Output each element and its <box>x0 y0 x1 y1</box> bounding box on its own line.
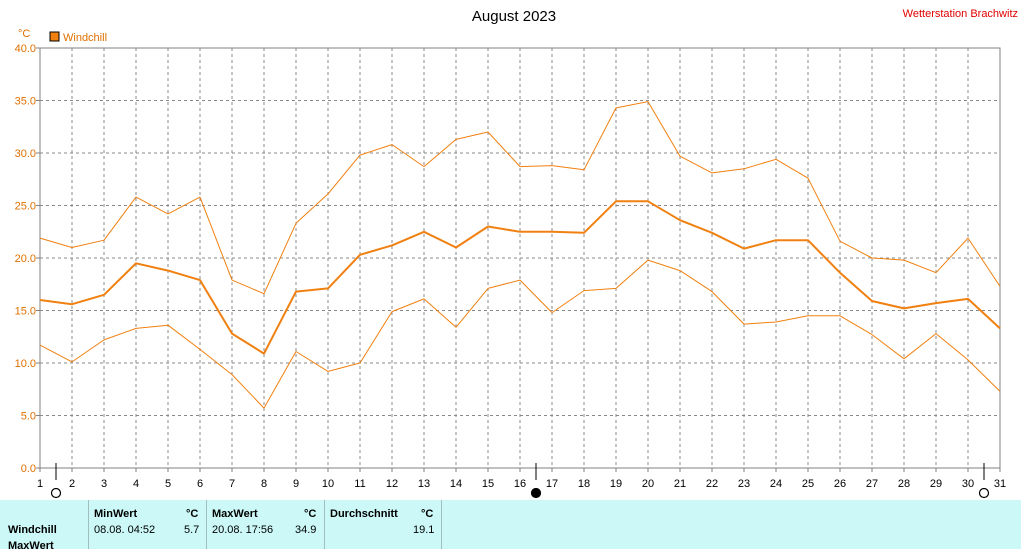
y-axis-unit: °C <box>18 28 30 40</box>
x-tick-label: 17 <box>546 478 558 490</box>
x-tick-label: 22 <box>706 478 718 490</box>
y-tick-label: 25.0 <box>15 201 36 213</box>
column-divider <box>88 500 89 549</box>
x-tick-label: 15 <box>482 478 494 490</box>
x-tick-label: 28 <box>898 478 910 490</box>
x-tick-label: 6 <box>197 478 203 490</box>
x-tick-label: 26 <box>834 478 846 490</box>
chart-title: August 2023 <box>472 8 556 25</box>
y-tick-label: 30.0 <box>15 148 36 160</box>
column-divider <box>206 500 207 549</box>
x-tick-label: 18 <box>578 478 590 490</box>
windchill-chart: August 2023 Wetterstation Brachwitz °C W… <box>15 8 1018 499</box>
legend-label: Windchill <box>63 32 107 44</box>
min-unit: °C <box>186 508 199 520</box>
max-unit: °C <box>304 508 317 520</box>
x-tick-label: 14 <box>450 478 462 490</box>
x-tick-label: 9 <box>293 478 299 490</box>
column-divider <box>441 500 442 549</box>
x-tick-label: 4 <box>133 478 139 490</box>
x-tick-label: 5 <box>165 478 171 490</box>
max-value: 34.9 <box>295 524 317 536</box>
x-tick-label: 8 <box>261 478 267 490</box>
min-value: 5.7 <box>184 524 200 536</box>
y-tick-label: 15.0 <box>15 306 36 318</box>
min-header: MinWert <box>94 508 138 520</box>
x-tick-label: 24 <box>770 478 782 490</box>
y-tick-label: 0.0 <box>21 463 36 475</box>
statistics-table: Windchill MaxWert MinWert °C 08.08. 04:5… <box>0 500 1021 552</box>
y-tick-label: 5.0 <box>21 411 36 423</box>
full-moon-icon <box>530 487 542 499</box>
y-tick-label: 10.0 <box>15 358 36 370</box>
y-tick-label: 20.0 <box>15 253 36 265</box>
x-tick-label: 3 <box>101 478 107 490</box>
series-line-max <box>39 101 1001 295</box>
x-tick-label: 16 <box>514 478 526 490</box>
y-tick-label: 40.0 <box>15 43 36 55</box>
x-tick-label: 2 <box>69 478 75 490</box>
x-tick-label: 30 <box>962 478 974 490</box>
x-tick-label: 25 <box>802 478 814 490</box>
row-label-maxwert: MaxWert <box>8 540 54 552</box>
x-tick-label: 11 <box>354 478 365 490</box>
avg-unit: °C <box>421 508 434 520</box>
x-tick-label: 1 <box>37 478 43 490</box>
x-tick-label: 31 <box>994 478 1006 490</box>
new-moon-icon <box>978 487 990 499</box>
x-tick-label: 19 <box>610 478 622 490</box>
x-tick-label: 10 <box>322 478 334 490</box>
x-tick-label: 20 <box>642 478 654 490</box>
series-line-min <box>39 259 1001 409</box>
series-line-mean <box>39 200 1001 355</box>
y-tick-label: 35.0 <box>15 96 36 108</box>
x-tick-label: 7 <box>229 478 235 490</box>
column-divider <box>324 500 325 549</box>
row-label-windchill: Windchill <box>8 524 57 536</box>
avg-header: Durchschnitt <box>330 508 398 520</box>
x-tick-label: 13 <box>418 478 430 490</box>
min-datetime: 08.08. 04:52 <box>94 524 156 536</box>
x-tick-label: 29 <box>930 478 942 490</box>
legend-swatch <box>49 31 60 42</box>
max-header: MaxWert <box>212 508 258 520</box>
station-name: Wetterstation Brachwitz <box>903 8 1018 20</box>
x-tick-label: 21 <box>674 478 686 490</box>
x-tick-label: 23 <box>738 478 750 490</box>
max-datetime: 20.08. 17:56 <box>212 524 274 536</box>
avg-value: 19.1 <box>413 524 435 536</box>
x-tick-label: 27 <box>866 478 878 490</box>
x-tick-label: 12 <box>386 478 398 490</box>
new-moon-icon <box>50 487 62 499</box>
